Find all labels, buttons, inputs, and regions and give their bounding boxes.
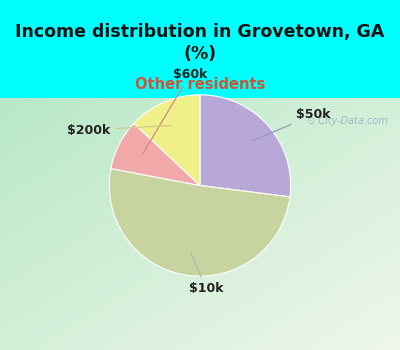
Text: $50k: $50k <box>252 108 331 141</box>
Text: Other residents: Other residents <box>135 77 265 92</box>
Wedge shape <box>134 95 200 186</box>
Text: Income distribution in Grovetown, GA
(%): Income distribution in Grovetown, GA (%) <box>15 23 385 63</box>
Text: ⊙ City-Data.com: ⊙ City-Data.com <box>307 116 388 126</box>
Text: $200k: $200k <box>68 124 171 136</box>
Wedge shape <box>109 168 290 276</box>
Wedge shape <box>111 124 200 186</box>
Wedge shape <box>200 95 291 197</box>
Text: $60k: $60k <box>143 68 207 153</box>
Text: $10k: $10k <box>189 253 224 295</box>
